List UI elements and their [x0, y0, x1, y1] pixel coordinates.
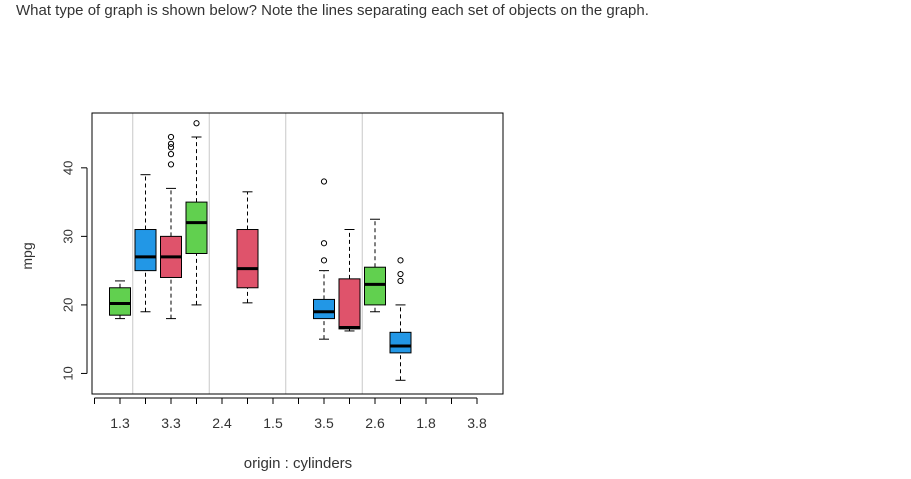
y-tick-label: 30: [61, 229, 76, 243]
outlier-point-1: [193, 120, 200, 127]
box-body: [236, 229, 259, 289]
plot-frame: [91, 112, 504, 395]
outlier-point-3: [320, 178, 328, 185]
outlier-point-2: [167, 151, 175, 158]
x-tick-label: 1.3: [110, 415, 130, 431]
box-body: [338, 278, 361, 330]
outlier-point-3: [397, 257, 404, 264]
box-5: [236, 191, 259, 304]
box-6: [313, 178, 335, 340]
box-body: [185, 201, 208, 255]
box-body: [109, 287, 131, 316]
x-axis-label: origin : cylinders: [244, 455, 352, 472]
x-tick-label: 1.8: [416, 415, 436, 431]
outlier-point-1: [167, 161, 175, 168]
box-body: [389, 331, 412, 354]
box-2: [134, 174, 157, 313]
box-series: [109, 120, 412, 381]
x-tick-label: 1.5: [263, 415, 283, 431]
y-axis: 10 20 30 40: [61, 161, 88, 381]
y-tick-label: 20: [61, 298, 76, 312]
box-body: [134, 229, 157, 272]
box-4: [185, 120, 208, 306]
box-9: [389, 257, 412, 381]
x-tick-label: 3.3: [161, 415, 181, 431]
y-axis-label: mpg: [19, 242, 35, 269]
x-tick-label: 3.8: [467, 415, 487, 431]
box-7: [338, 229, 361, 332]
box-body: [313, 298, 335, 320]
question-text: What type of graph is shown below? Note …: [16, 2, 649, 19]
x-axis: 1.3 3.3 2.4 1.5 3.5 2.6 1.8 3.8: [94, 397, 487, 431]
box-8: [364, 218, 386, 313]
box-body: [364, 266, 386, 306]
x-tick-label: 3.5: [314, 415, 334, 431]
x-tick-label: 2.4: [212, 415, 232, 431]
outlier-point-5: [167, 133, 175, 141]
x-tick-label: 2.6: [365, 415, 385, 431]
y-tick-label: 40: [61, 161, 76, 175]
y-tick-label: 10: [61, 366, 76, 380]
box-3: [160, 133, 182, 320]
group-separators: [132, 113, 363, 394]
outlier-point-2: [320, 240, 328, 247]
outlier-point-1: [320, 257, 328, 264]
outlier-point-4: [167, 140, 175, 147]
outlier-point-1: [397, 277, 404, 285]
box-1: [109, 280, 131, 320]
outlier-point-2: [397, 270, 404, 278]
outlier-point-3: [167, 144, 175, 151]
